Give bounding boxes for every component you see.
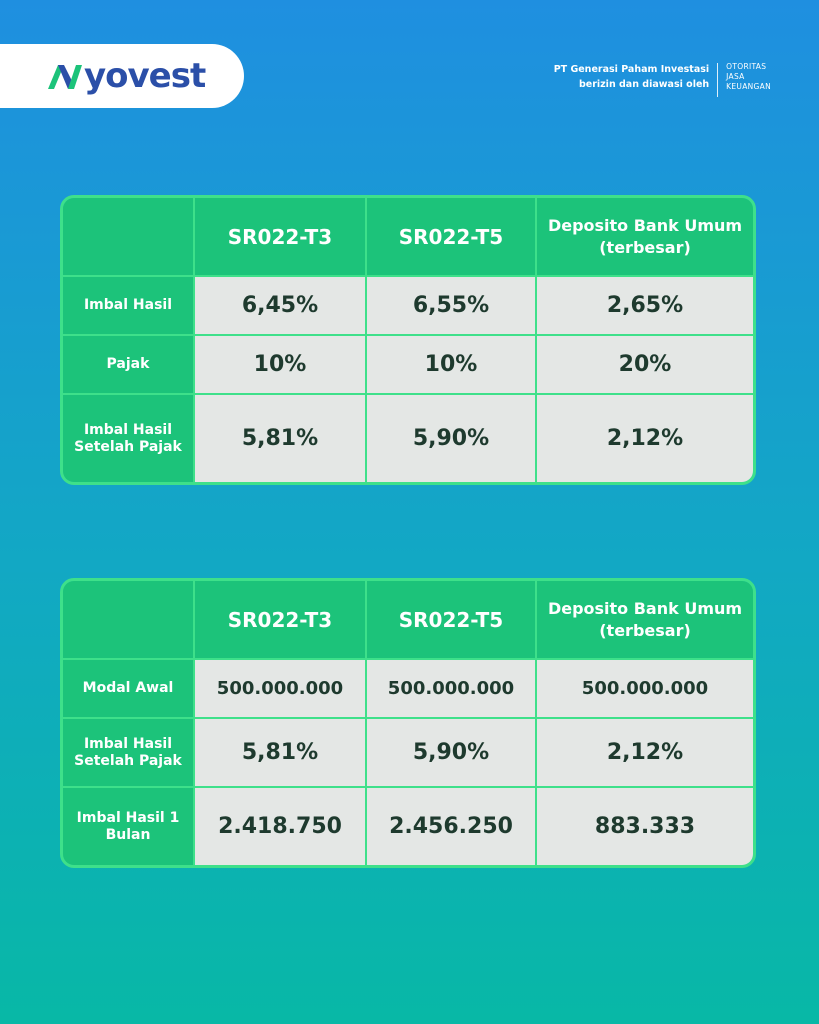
table-cell: 500.000.000 — [537, 660, 753, 717]
table-cell: 500.000.000 — [195, 660, 365, 717]
header-deposito: Deposito Bank Umum (terbesar) — [537, 581, 753, 658]
table-cell: 10% — [195, 336, 365, 393]
table-cell: 2.418.750 — [195, 788, 365, 865]
table-cell: 5,81% — [195, 395, 365, 482]
yovest-logo-icon — [48, 65, 82, 89]
table-cell: 5,90% — [367, 395, 535, 482]
table-cell: 6,55% — [367, 277, 535, 334]
header-sr022-t5: SR022-T5 — [367, 581, 535, 658]
company-name: PT Generasi Paham Investasi — [553, 64, 710, 75]
row-label-pajak: Pajak — [63, 336, 193, 393]
header-deposito: Deposito Bank Umum (terbesar) — [537, 198, 753, 275]
ojk-logo: OTORITAS JASA KEUANGAN — [726, 62, 771, 91]
table-cell: 20% — [537, 336, 753, 393]
row-label-1-bulan: Imbal Hasil 1 Bulan — [63, 788, 193, 865]
header-sr022-t3: SR022-T3 — [195, 581, 365, 658]
supervision-text: berizin dan diawasi oleh — [578, 79, 710, 90]
row-label-setelah-pajak: Imbal Hasil Setelah Pajak — [63, 395, 193, 482]
row-label-imbal-hasil: Imbal Hasil — [63, 277, 193, 334]
table-cell: 6,45% — [195, 277, 365, 334]
header-corner — [63, 198, 193, 275]
logo-text: yovest — [84, 56, 206, 96]
return-simulation-table: SR022-T3 SR022-T5 Deposito Bank Umum (te… — [60, 578, 756, 868]
header-sr022-t3: SR022-T3 — [195, 198, 365, 275]
divider — [717, 63, 719, 97]
table-cell: 500.000.000 — [367, 660, 535, 717]
table-cell: 2,12% — [537, 395, 753, 482]
table-cell: 10% — [367, 336, 535, 393]
regulator-info: PT Generasi Paham Investasi berizin dan … — [554, 62, 771, 97]
table-cell: 2,65% — [537, 277, 753, 334]
brand-logo: yovest — [0, 44, 244, 108]
table-cell: 2,12% — [537, 719, 753, 786]
row-label-setelah-pajak: Imbal Hasil Setelah Pajak — [63, 719, 193, 786]
table-cell: 883.333 — [537, 788, 753, 865]
header-corner — [63, 581, 193, 658]
table-cell: 5,90% — [367, 719, 535, 786]
yield-comparison-table: SR022-T3 SR022-T5 Deposito Bank Umum (te… — [60, 195, 756, 485]
table-cell: 5,81% — [195, 719, 365, 786]
table-cell: 2.456.250 — [367, 788, 535, 865]
row-label-modal-awal: Modal Awal — [63, 660, 193, 717]
header-sr022-t5: SR022-T5 — [367, 198, 535, 275]
